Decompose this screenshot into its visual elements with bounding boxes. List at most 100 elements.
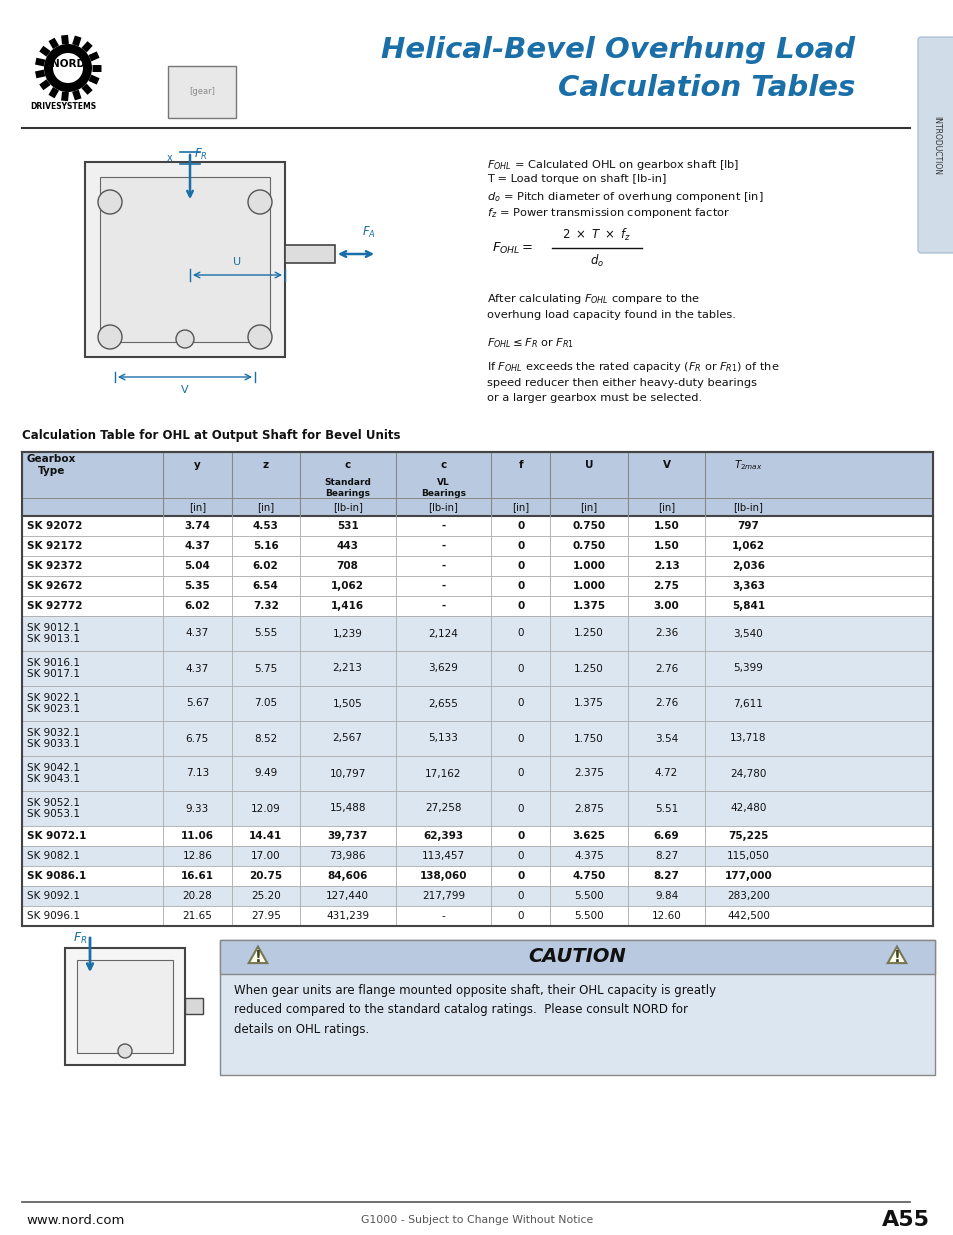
Text: z: z xyxy=(262,459,269,471)
Text: 4.750: 4.750 xyxy=(572,871,605,881)
Text: If $F_{OHL}$ exceeds the rated capacity ($F_R$ or $F_{R1}$) of the
speed reducer: If $F_{OHL}$ exceeds the rated capacity … xyxy=(486,359,779,403)
Text: Standard
Bearings: Standard Bearings xyxy=(324,478,371,498)
Circle shape xyxy=(175,330,193,348)
Text: 7.13: 7.13 xyxy=(186,768,209,778)
Text: 2,567: 2,567 xyxy=(333,734,362,743)
Text: 138,060: 138,060 xyxy=(419,871,467,881)
Text: 24,780: 24,780 xyxy=(730,768,766,778)
Text: 5.51: 5.51 xyxy=(654,804,678,814)
Text: 2.375: 2.375 xyxy=(574,768,603,778)
Text: !: ! xyxy=(893,950,900,966)
FancyBboxPatch shape xyxy=(22,790,932,826)
Text: [lb-in]: [lb-in] xyxy=(428,501,457,513)
Text: 531: 531 xyxy=(336,521,358,531)
Text: T = Load torque on shaft [lb-in]: T = Load torque on shaft [lb-in] xyxy=(486,174,666,184)
Text: 1.000: 1.000 xyxy=(572,561,605,571)
Text: 5.67: 5.67 xyxy=(186,699,209,709)
Text: 5.16: 5.16 xyxy=(253,541,278,551)
Text: NORD: NORD xyxy=(51,59,85,69)
FancyBboxPatch shape xyxy=(65,948,185,1065)
FancyBboxPatch shape xyxy=(22,846,932,866)
Text: 0: 0 xyxy=(517,663,523,673)
Text: 1.375: 1.375 xyxy=(572,601,605,611)
Text: -: - xyxy=(440,521,445,531)
Text: Gearbox
Type: Gearbox Type xyxy=(27,454,76,475)
Text: $F_{OHL} \leq F_R$ or $F_{R1}$: $F_{OHL} \leq F_R$ or $F_{R1}$ xyxy=(486,336,574,350)
Text: 2.13: 2.13 xyxy=(653,561,679,571)
Text: SK 92372: SK 92372 xyxy=(27,561,82,571)
Text: 8.52: 8.52 xyxy=(253,734,277,743)
Text: 12.60: 12.60 xyxy=(651,911,680,921)
Text: 283,200: 283,200 xyxy=(726,890,769,902)
FancyBboxPatch shape xyxy=(22,616,932,651)
Text: 27.95: 27.95 xyxy=(251,911,280,921)
Text: A55: A55 xyxy=(882,1210,929,1230)
Text: 73,986: 73,986 xyxy=(329,851,366,861)
Text: 0.750: 0.750 xyxy=(572,521,605,531)
Text: www.nord.com: www.nord.com xyxy=(26,1214,124,1226)
Text: 6.69: 6.69 xyxy=(653,831,679,841)
Text: 4.37: 4.37 xyxy=(186,663,209,673)
Text: SK 92172: SK 92172 xyxy=(27,541,82,551)
Text: 17.00: 17.00 xyxy=(251,851,280,861)
Text: Helical-Bevel Overhung Load: Helical-Bevel Overhung Load xyxy=(380,36,854,64)
Text: 4.375: 4.375 xyxy=(574,851,603,861)
Text: 217,799: 217,799 xyxy=(421,890,464,902)
Circle shape xyxy=(44,44,91,91)
Text: 1.50: 1.50 xyxy=(653,521,679,531)
Text: U: U xyxy=(233,257,241,267)
Text: 7,611: 7,611 xyxy=(733,699,762,709)
Text: 5,133: 5,133 xyxy=(428,734,457,743)
Text: SK 9096.1: SK 9096.1 xyxy=(27,911,80,921)
FancyBboxPatch shape xyxy=(22,685,932,721)
Text: 1,505: 1,505 xyxy=(333,699,362,709)
Circle shape xyxy=(248,190,272,214)
Text: After calculating $F_{OHL}$ compare to the
overhung load capacity found in the t: After calculating $F_{OHL}$ compare to t… xyxy=(486,291,735,320)
Text: 0: 0 xyxy=(517,871,524,881)
Text: SK 92772: SK 92772 xyxy=(27,601,82,611)
Text: 1.50: 1.50 xyxy=(653,541,679,551)
FancyBboxPatch shape xyxy=(85,162,285,357)
Text: INTRODUCTION: INTRODUCTION xyxy=(931,116,941,174)
Text: SK 9042.1
SK 9043.1: SK 9042.1 SK 9043.1 xyxy=(27,763,80,784)
Text: SK 9022.1
SK 9023.1: SK 9022.1 SK 9023.1 xyxy=(27,693,80,714)
Text: 9.49: 9.49 xyxy=(253,768,277,778)
FancyBboxPatch shape xyxy=(185,998,203,1014)
Text: 113,457: 113,457 xyxy=(421,851,464,861)
Text: SK 9012.1
SK 9013.1: SK 9012.1 SK 9013.1 xyxy=(27,622,80,645)
FancyBboxPatch shape xyxy=(22,536,932,556)
Text: 2.875: 2.875 xyxy=(574,804,603,814)
Text: $F_R$: $F_R$ xyxy=(72,931,87,946)
Circle shape xyxy=(53,53,83,83)
Text: 115,050: 115,050 xyxy=(726,851,769,861)
Text: SK 9086.1: SK 9086.1 xyxy=(27,871,86,881)
Text: 11.06: 11.06 xyxy=(181,831,213,841)
Text: [gear]: [gear] xyxy=(189,88,214,96)
Text: 0: 0 xyxy=(517,561,524,571)
Text: [in]: [in] xyxy=(512,501,529,513)
Text: 2,213: 2,213 xyxy=(333,663,362,673)
Text: 0: 0 xyxy=(517,734,523,743)
Text: 0: 0 xyxy=(517,851,523,861)
Text: 797: 797 xyxy=(737,521,759,531)
Text: [in]: [in] xyxy=(658,501,675,513)
Text: 1,062: 1,062 xyxy=(331,580,364,592)
FancyBboxPatch shape xyxy=(285,245,335,263)
Text: 0.750: 0.750 xyxy=(572,541,605,551)
Text: $T_{2max}$: $T_{2max}$ xyxy=(734,458,762,472)
Text: VL
Bearings: VL Bearings xyxy=(420,478,465,498)
Text: c: c xyxy=(439,459,446,471)
Text: SK 9032.1
SK 9033.1: SK 9032.1 SK 9033.1 xyxy=(27,727,80,750)
Text: SK 92672: SK 92672 xyxy=(27,580,82,592)
Text: When gear units are flange mounted opposite shaft, their OHL capacity is greatly: When gear units are flange mounted oppos… xyxy=(233,984,716,1036)
Text: 0: 0 xyxy=(517,890,523,902)
Text: 1.000: 1.000 xyxy=(572,580,605,592)
Text: y: y xyxy=(193,459,200,471)
Text: [lb-in]: [lb-in] xyxy=(733,501,762,513)
Text: SK 9016.1
SK 9017.1: SK 9016.1 SK 9017.1 xyxy=(27,658,80,679)
Text: 3.00: 3.00 xyxy=(653,601,679,611)
Text: 2,036: 2,036 xyxy=(731,561,764,571)
Text: DRIVESYSTEMS: DRIVESYSTEMS xyxy=(30,103,96,111)
Text: -: - xyxy=(440,561,445,571)
Text: 12.86: 12.86 xyxy=(182,851,213,861)
